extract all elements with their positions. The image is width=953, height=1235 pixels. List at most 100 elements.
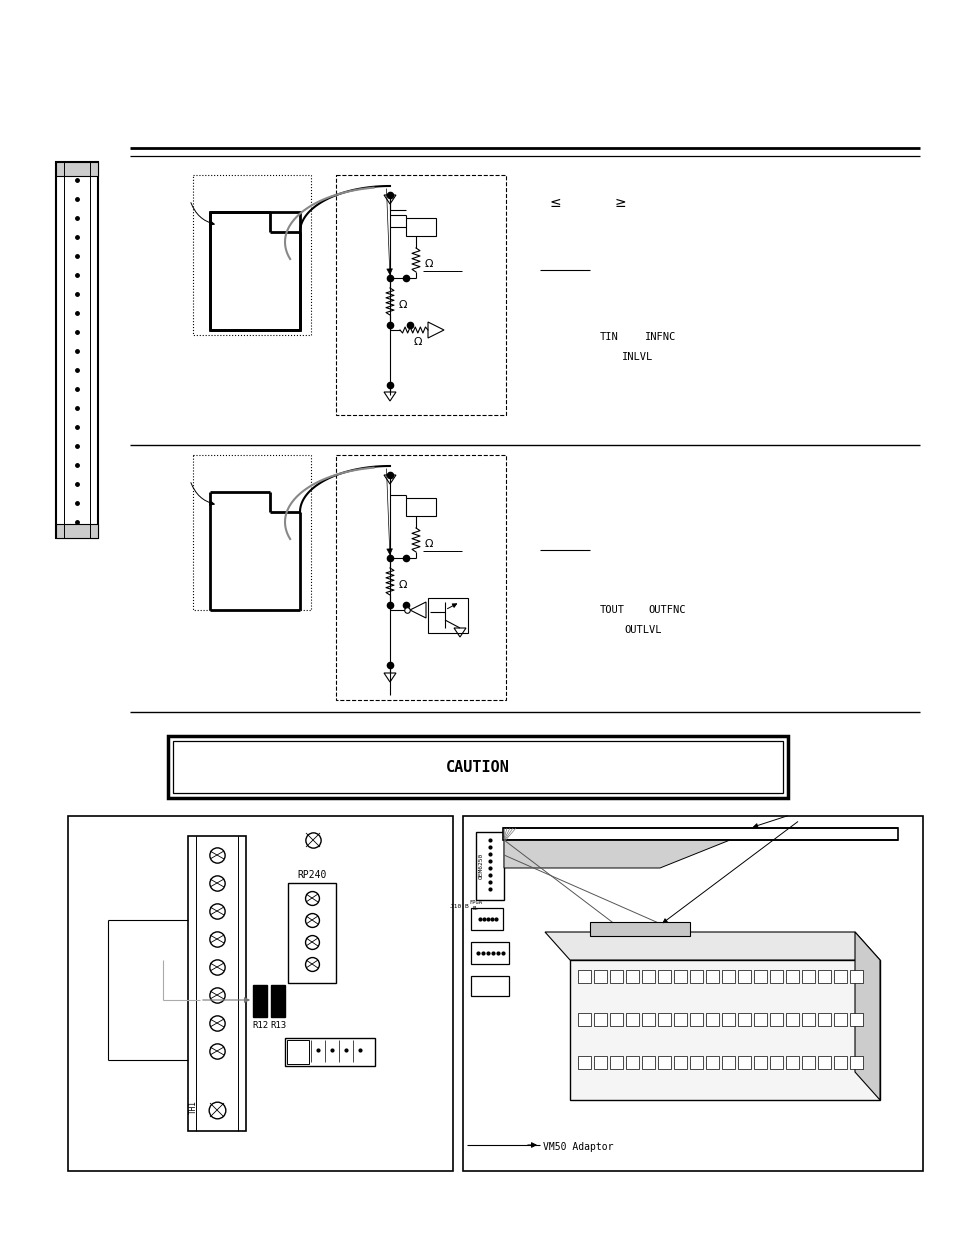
Text: VM50 Adaptor: VM50 Adaptor (542, 1142, 613, 1152)
Text: Ω: Ω (398, 580, 407, 590)
Bar (833, 1056, 846, 1070)
Bar (594, 1056, 606, 1070)
Bar (609, 1056, 622, 1070)
Bar (253, 986, 267, 1016)
Bar (193, 175, 311, 335)
Bar (673, 1056, 686, 1070)
Bar (569, 960, 879, 1100)
Bar (406, 498, 436, 516)
Bar (641, 969, 655, 983)
Bar (625, 969, 639, 983)
Text: OUTLVL: OUTLVL (623, 625, 660, 635)
Bar (721, 1013, 734, 1026)
Bar (753, 1056, 766, 1070)
Bar (578, 1056, 590, 1070)
Bar (658, 1013, 670, 1026)
Bar (753, 969, 766, 983)
Bar (673, 1013, 686, 1026)
Bar (476, 832, 503, 900)
Bar (785, 969, 799, 983)
Bar (609, 1013, 622, 1026)
Bar (462, 816, 923, 1171)
Bar (738, 1056, 750, 1070)
Bar (625, 1056, 639, 1070)
Bar (56, 162, 98, 538)
Text: OEM6250: OEM6250 (478, 853, 483, 879)
Bar (801, 1056, 814, 1070)
Bar (193, 454, 311, 610)
Bar (56, 162, 98, 177)
Bar (801, 969, 814, 983)
Bar (172, 741, 782, 793)
Text: OUTFNC: OUTFNC (647, 605, 685, 615)
Bar (641, 1013, 655, 1026)
Bar (705, 1013, 719, 1026)
Text: TOUT: TOUT (599, 605, 624, 615)
Bar (769, 969, 782, 983)
Bar (801, 1013, 814, 1026)
Text: CAUTION: CAUTION (446, 761, 510, 776)
Bar (471, 976, 509, 995)
Text: R12: R12 (252, 1021, 268, 1030)
Bar (210, 212, 299, 330)
Bar (578, 1013, 590, 1026)
Bar (609, 969, 622, 983)
Bar (817, 1056, 830, 1070)
Polygon shape (854, 932, 879, 1100)
Bar (721, 969, 734, 983)
Text: Ω: Ω (398, 300, 407, 310)
Bar (471, 942, 509, 965)
Bar (428, 598, 468, 634)
Text: RP240: RP240 (297, 869, 326, 881)
Bar (849, 1013, 862, 1026)
Bar (833, 969, 846, 983)
Bar (578, 969, 590, 983)
Text: TH1: TH1 (189, 1100, 197, 1114)
Bar (188, 836, 246, 1131)
Bar (288, 883, 335, 983)
Bar (68, 816, 453, 1171)
Bar (849, 969, 862, 983)
Polygon shape (544, 932, 879, 960)
Bar (625, 1013, 639, 1026)
Bar (689, 1013, 702, 1026)
Bar (849, 1056, 862, 1070)
Bar (721, 1056, 734, 1070)
Text: R13: R13 (270, 1021, 286, 1030)
Text: Ω: Ω (414, 337, 422, 347)
Bar (641, 1056, 655, 1070)
Bar (589, 923, 689, 936)
Text: FPGA
B.: FPGA B. (469, 900, 482, 911)
Bar (271, 986, 285, 1016)
Bar (833, 1013, 846, 1026)
Text: Ω: Ω (424, 259, 433, 269)
Bar (785, 1056, 799, 1070)
Bar (738, 969, 750, 983)
Bar (673, 969, 686, 983)
Bar (753, 1013, 766, 1026)
Text: ≤: ≤ (549, 196, 560, 210)
Bar (689, 1056, 702, 1070)
Bar (335, 175, 505, 415)
Bar (658, 1056, 670, 1070)
Text: TIN: TIN (599, 332, 618, 342)
Text: INFNC: INFNC (644, 332, 676, 342)
Bar (769, 1056, 782, 1070)
Bar (817, 1013, 830, 1026)
Bar (817, 969, 830, 983)
Text: INLVL: INLVL (621, 352, 653, 362)
Bar (335, 454, 505, 700)
Bar (56, 524, 98, 538)
Bar (689, 969, 702, 983)
Bar (738, 1013, 750, 1026)
Bar (769, 1013, 782, 1026)
Bar (705, 1056, 719, 1070)
Bar (785, 1013, 799, 1026)
Bar (594, 969, 606, 983)
Bar (658, 969, 670, 983)
Bar (502, 827, 897, 840)
Bar (168, 736, 787, 798)
Bar (705, 969, 719, 983)
Text: Ω: Ω (424, 538, 433, 550)
Bar (594, 1013, 606, 1026)
